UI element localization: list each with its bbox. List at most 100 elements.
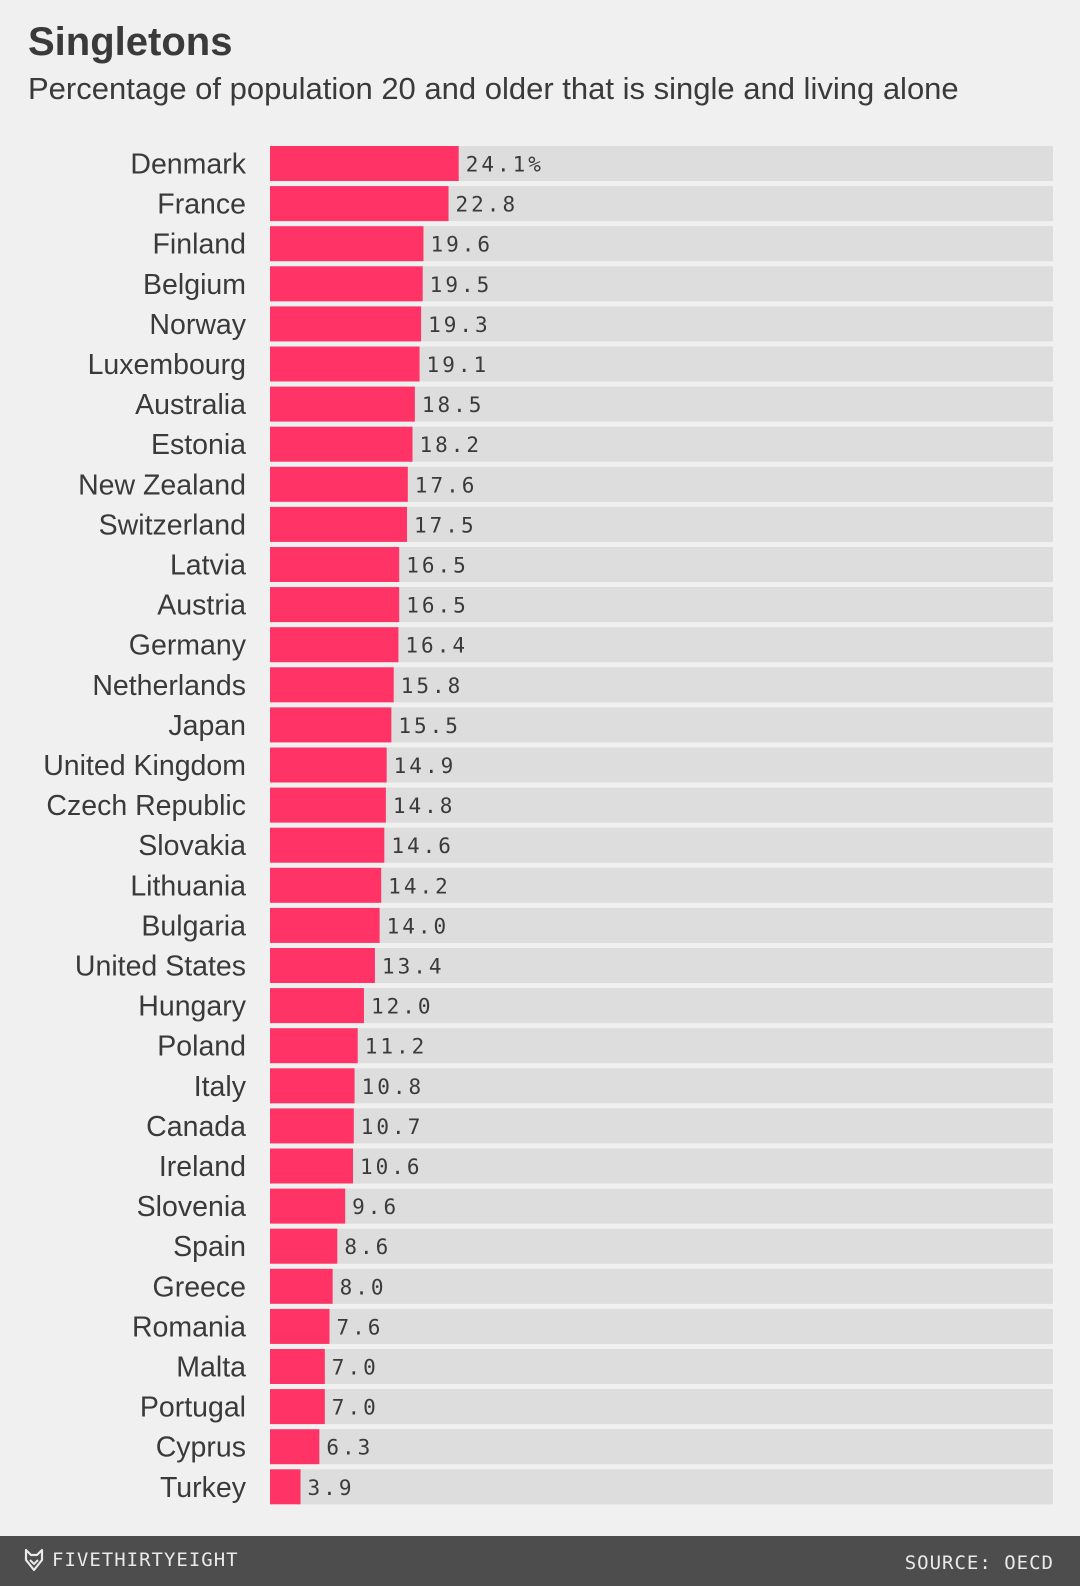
category-label: Poland [157, 1031, 246, 1063]
value-label: 15.5 [398, 714, 461, 738]
bar [270, 1268, 333, 1304]
value-label: 18.5 [422, 393, 485, 417]
value-label: 17.6 [415, 473, 478, 497]
category-label: New Zealand [78, 469, 246, 501]
category-label: Spain [173, 1231, 246, 1263]
bar [270, 627, 399, 663]
bar [270, 306, 422, 342]
category-label: Portugal [140, 1392, 246, 1424]
bar-track [270, 787, 1053, 823]
value-label: 12.0 [371, 995, 434, 1019]
bar-track [270, 747, 1053, 783]
bar [270, 1308, 330, 1344]
category-label: Cyprus [156, 1432, 246, 1464]
bar-track [270, 827, 1053, 863]
category-label: United Kingdom [43, 750, 246, 782]
value-label: 14.2 [388, 874, 451, 898]
value-label: 19.5 [430, 273, 493, 297]
brand-name: FIVETHIRTYEIGHT [52, 1549, 239, 1571]
bar [270, 1469, 301, 1505]
chart-title: Singletons [28, 20, 233, 64]
bar [270, 948, 375, 983]
bar-track [270, 1228, 1053, 1264]
bar [270, 386, 415, 422]
value-label: 14.9 [394, 754, 457, 778]
bar-track [270, 1389, 1053, 1425]
category-label: Canada [146, 1111, 246, 1143]
category-label: Norway [149, 309, 246, 341]
value-label: 10.8 [362, 1075, 425, 1099]
bar [270, 1389, 325, 1425]
value-label: 10.6 [360, 1155, 423, 1179]
category-label: Romania [132, 1311, 246, 1343]
brand-logo[interactable]: FIVETHIRTYEIGHT [24, 1548, 239, 1572]
bar-track [270, 948, 1053, 983]
value-label: 11.2 [365, 1035, 428, 1059]
category-label: United States [75, 951, 246, 983]
bar [270, 226, 424, 262]
bar [270, 747, 387, 783]
value-label: 8.0 [340, 1275, 387, 1299]
bar [270, 988, 364, 1024]
bar [270, 1028, 358, 1064]
bar-chart: Denmark 24.1% France 22.8 Finland 19.6 Belgium… [43, 146, 1053, 1505]
bar [270, 1228, 338, 1264]
category-label: Japan [168, 710, 246, 742]
category-label: Netherlands [92, 670, 246, 702]
bar [270, 827, 385, 863]
bar-track [270, 1148, 1053, 1184]
value-label: 3.9 [308, 1476, 355, 1500]
value-label: 14.8 [393, 794, 456, 818]
bar [270, 466, 408, 502]
value-label: 8.6 [344, 1235, 391, 1259]
category-label: Switzerland [99, 509, 246, 541]
value-label: 19.1 [427, 353, 490, 377]
bar [270, 1349, 325, 1384]
bar-track [270, 1108, 1053, 1144]
bar [270, 1108, 354, 1144]
category-label: Denmark [130, 149, 246, 181]
value-label: 19.6 [430, 233, 493, 257]
category-label: Lithuania [130, 870, 246, 902]
value-label: 14.0 [387, 914, 450, 938]
bar-track [270, 587, 1053, 623]
bar [270, 787, 386, 823]
bar [270, 186, 449, 222]
bar-track [270, 1469, 1053, 1505]
bar [270, 1068, 355, 1104]
value-label: 7.0 [332, 1396, 379, 1420]
bar [270, 867, 382, 903]
value-label: 18.2 [420, 433, 483, 457]
category-label: Austria [157, 590, 246, 622]
value-label: 19.3 [428, 313, 491, 337]
category-label: Luxembourg [88, 349, 246, 381]
value-label: 6.3 [326, 1436, 373, 1460]
value-label: 16.5 [406, 554, 469, 578]
category-label: Bulgaria [141, 910, 246, 942]
bar-track [270, 707, 1053, 743]
bar [270, 1148, 353, 1184]
bar [270, 547, 400, 582]
bar [270, 266, 423, 302]
bar [270, 707, 392, 743]
value-label: 9.6 [352, 1195, 399, 1219]
bar [270, 907, 380, 943]
category-label: Malta [176, 1352, 246, 1384]
category-label: Latvia [170, 550, 246, 582]
value-label: 16.5 [406, 594, 469, 618]
bar-track [270, 1308, 1053, 1344]
bar-track [270, 667, 1053, 703]
category-label: Hungary [138, 991, 246, 1023]
bar-track [270, 988, 1053, 1024]
category-label: Estonia [151, 429, 246, 461]
bar-track [270, 1429, 1053, 1465]
category-label: Germany [129, 630, 247, 662]
value-label: 7.6 [337, 1315, 384, 1339]
category-label: Slovenia [137, 1191, 246, 1223]
category-label: Australia [135, 389, 246, 421]
fox-icon [24, 1548, 44, 1572]
category-label: Ireland [159, 1151, 246, 1183]
bar [270, 1188, 346, 1224]
category-label: Greece [153, 1271, 246, 1303]
bar-track [270, 907, 1053, 943]
